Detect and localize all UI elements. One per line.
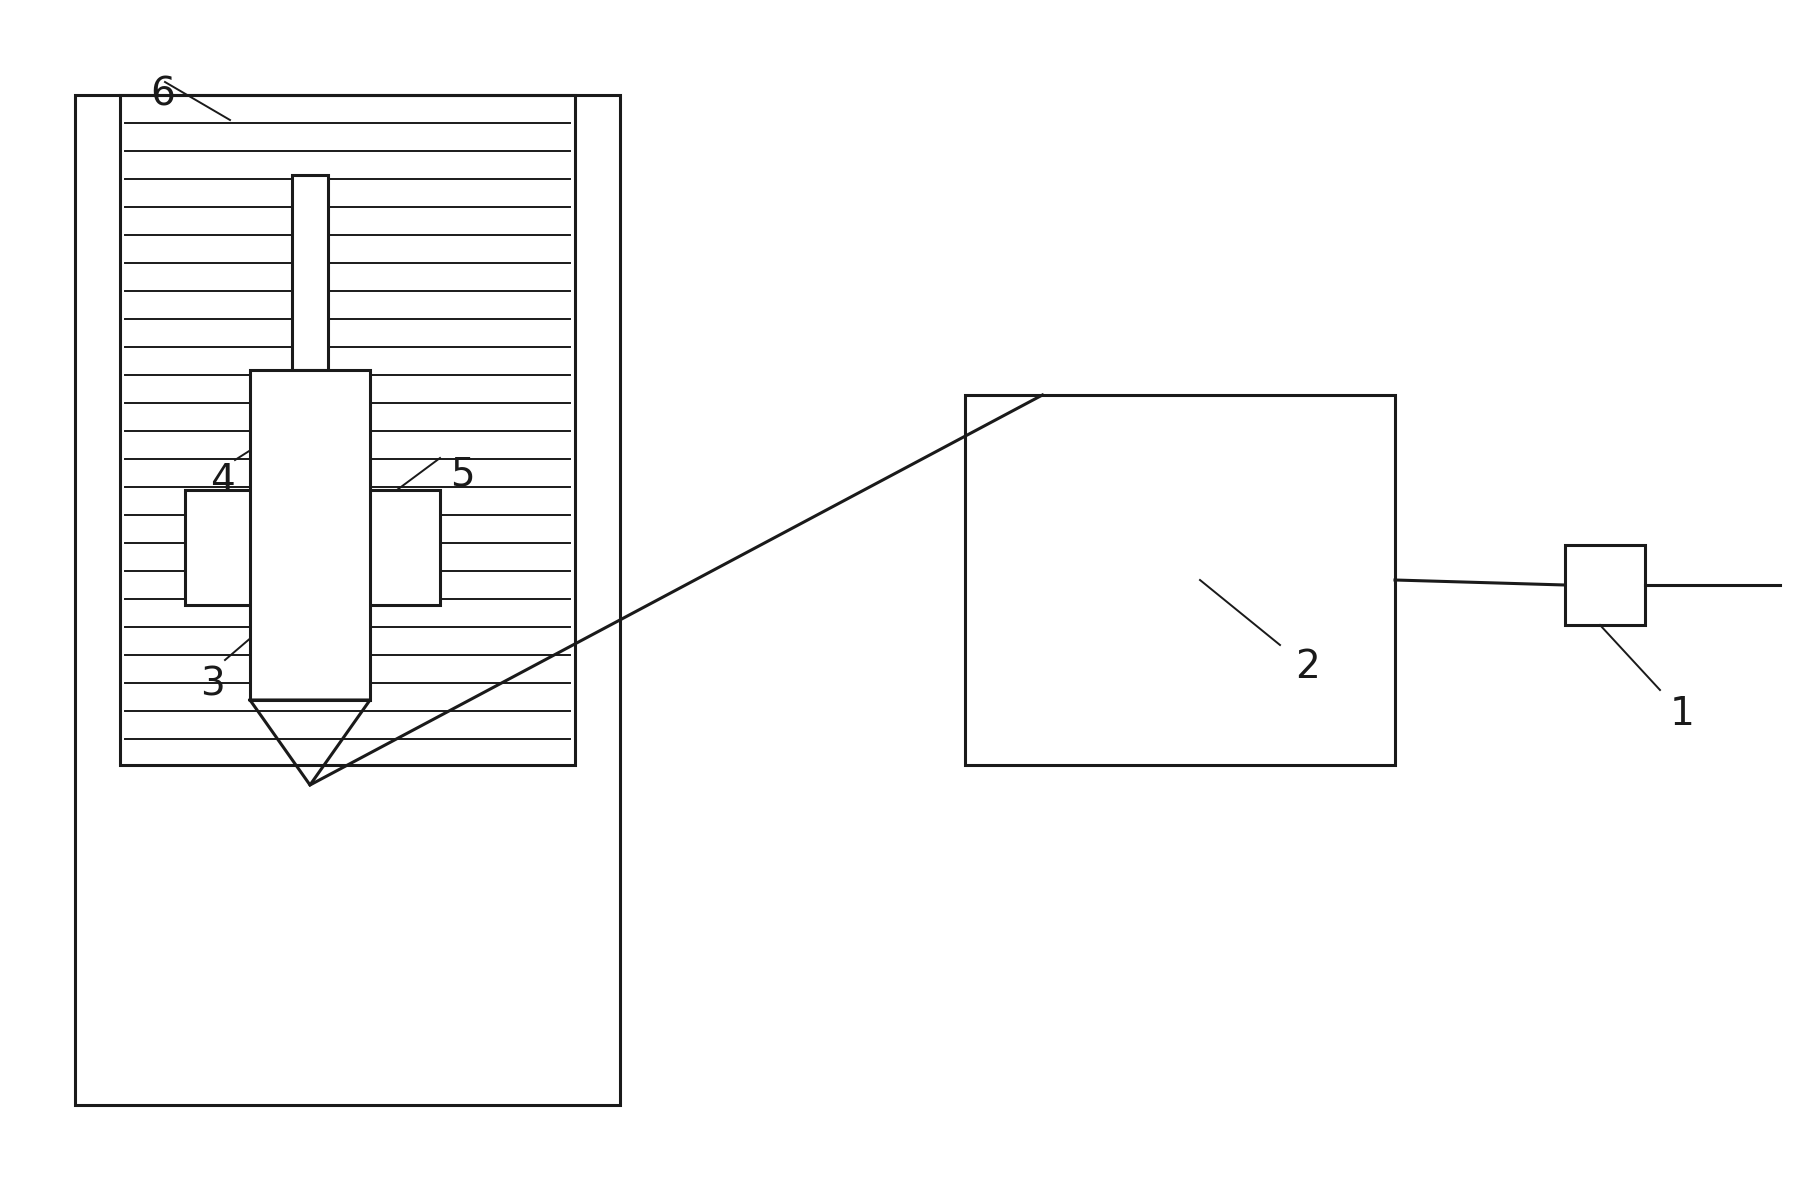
Text: 3: 3 <box>200 665 225 703</box>
Text: 6: 6 <box>149 75 175 112</box>
Bar <box>1564 545 1645 626</box>
Text: 2: 2 <box>1294 648 1319 687</box>
Bar <box>121 94 574 765</box>
Text: 1: 1 <box>1670 695 1696 733</box>
Bar <box>292 175 328 370</box>
Bar <box>185 490 439 605</box>
Bar <box>76 94 619 1105</box>
Bar <box>965 395 1395 765</box>
Bar <box>250 370 371 700</box>
Text: 4: 4 <box>211 462 234 500</box>
Text: 5: 5 <box>450 454 475 493</box>
